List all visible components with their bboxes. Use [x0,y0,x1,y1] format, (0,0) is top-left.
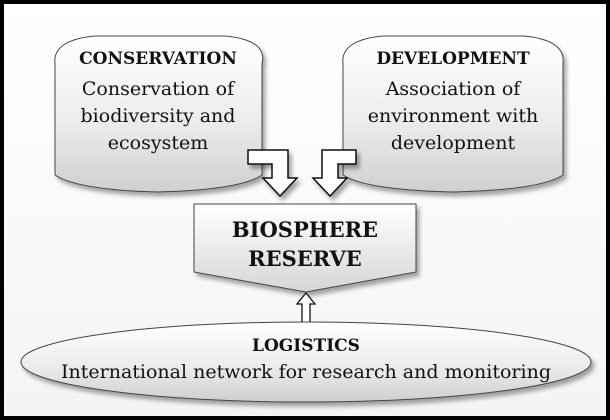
logistics-to-biosphere-arrow [295,291,317,326]
development-to-biosphere-arrow [311,149,357,198]
development-line-3: development [391,132,516,154]
logistics-text: International network for research and m… [61,361,551,383]
conservation-line-2: biodiversity and [81,105,236,127]
development-node: DEVELOPMENT Association of environment w… [342,35,564,193]
development-title: DEVELOPMENT [376,49,530,69]
development-line-1: Association of [385,78,523,100]
biosphere-line-2: RESERVE [248,246,362,271]
conservation-title: CONSERVATION [79,49,237,69]
logistics-node: LOGISTICS International network for rese… [20,321,592,403]
conservation-node: CONSERVATION Conservation of biodiversit… [54,35,264,193]
logistics-title: LOGISTICS [252,336,360,356]
conservation-to-biosphere-arrow [247,149,299,198]
biosphere-line-1: BIOSPHERE [232,217,378,242]
conservation-line-1: Conservation of [82,78,236,100]
conservation-line-3: ecosystem [108,132,208,154]
biosphere-reserve-node: BIOSPHERE RESERVE [193,203,417,293]
development-line-2: environment with [368,105,538,127]
